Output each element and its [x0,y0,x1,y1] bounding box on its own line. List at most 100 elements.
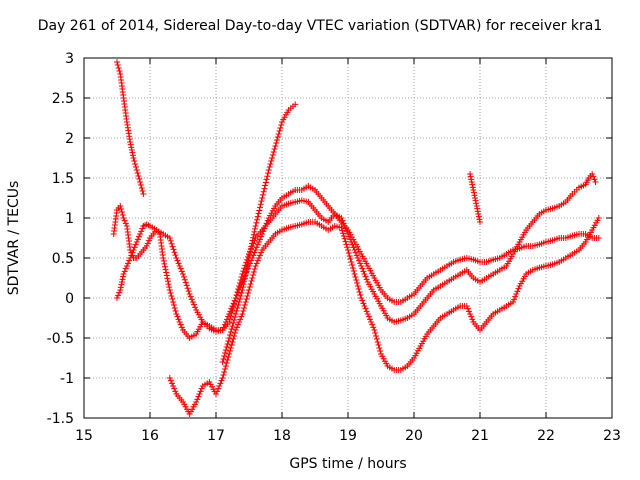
data-point [231,330,238,336]
data-point [340,233,347,239]
data-point [171,305,178,311]
data-point [252,223,259,229]
data-point [235,302,242,308]
data-point [244,260,251,267]
data-point [236,319,243,325]
data-point [117,287,124,293]
data-point [248,243,255,250]
data-point [233,308,240,314]
data-point [116,68,123,74]
data-point [367,316,373,323]
data-point [174,313,181,320]
data-point [115,65,122,71]
data-point [258,249,265,256]
data-point [258,233,265,240]
data-point [467,171,474,177]
data-point [213,391,219,397]
data-point [371,327,378,333]
data-point [354,255,361,261]
data-point [129,152,136,159]
data-point [268,158,275,164]
x-tick-label: 17 [207,428,225,444]
data-point [180,271,186,277]
data-point [119,276,126,283]
series-track-6 [467,171,483,225]
data-point [363,276,370,283]
data-point [161,260,168,267]
data-point [339,227,346,234]
data-point [354,280,361,286]
data-point [168,293,175,299]
data-point [231,317,238,323]
data-point [353,252,360,259]
data-point [514,288,521,295]
data-point [186,291,193,297]
data-point [246,255,252,261]
data-point [244,293,251,299]
data-point [250,269,257,275]
data-point [180,273,187,280]
x-tick-label: 22 [537,428,555,444]
data-point [264,173,271,180]
data-point [252,247,259,253]
data-point [129,149,136,156]
y-tick-label: 3 [65,51,74,67]
data-point [138,228,145,235]
series-track-2 [114,171,599,341]
data-point [239,287,246,293]
data-point [245,257,252,264]
data-point [230,320,237,326]
data-point [356,289,363,295]
y-tick-label: -1 [60,371,74,387]
data-point [230,336,237,342]
y-axis-label: SDTVAR / TECUs [6,180,22,296]
data-point [340,230,347,237]
data-point [255,210,262,217]
data-point [246,252,253,259]
data-point [219,375,226,381]
data-point [269,152,276,158]
data-point [510,299,516,305]
series-track-5 [219,101,299,365]
data-point [177,321,184,328]
data-point [353,277,360,283]
data-point [239,311,246,317]
data-point [227,345,234,351]
data-point [265,170,272,177]
data-point [377,348,384,354]
data-point [261,225,268,232]
data-point [350,268,357,274]
data-point [259,195,266,201]
data-point [170,383,177,389]
data-point [274,134,281,140]
data-point [233,324,240,331]
data-point [249,240,255,247]
y-tick-label: 1.5 [52,171,74,187]
data-point [236,299,243,305]
data-point [354,283,361,289]
data-point [472,197,479,204]
data-point [362,273,369,280]
data-point [114,62,121,68]
data-point [217,380,224,387]
data-point [173,255,180,261]
data-point [262,179,269,186]
data-point [257,201,264,208]
data-point [357,260,364,267]
data-marks [110,59,602,417]
data-point [166,375,173,381]
data-point [511,296,518,303]
data-point [250,234,257,241]
data-point [145,237,152,244]
data-point [243,296,250,302]
data-point [176,319,183,325]
data-point [240,281,247,288]
data-point [227,332,234,338]
data-point [135,173,142,179]
data-point [176,263,183,269]
data-point [214,388,221,395]
data-point [183,282,190,289]
data-point [169,296,176,302]
data-point [228,305,235,312]
